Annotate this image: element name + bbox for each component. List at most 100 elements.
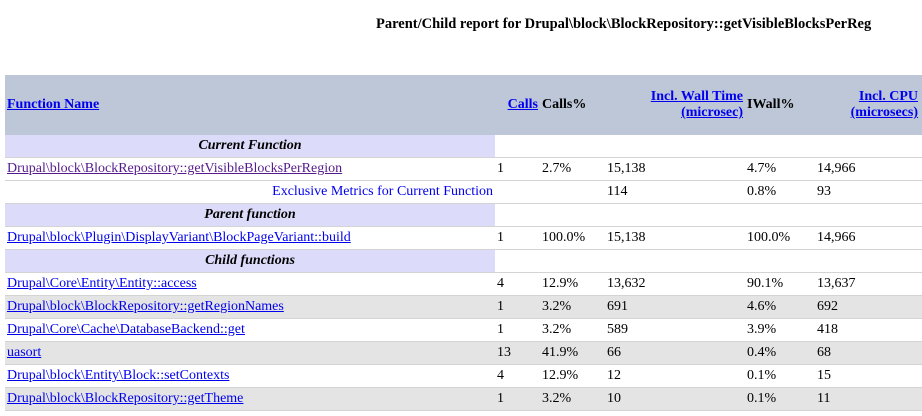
metric-cell: 100.0% xyxy=(540,226,605,250)
metric-value: 13,632 xyxy=(607,276,646,291)
function-cell: Drupal\block\BlockRepository::getRegionN… xyxy=(5,295,495,319)
empty-cell xyxy=(815,249,920,273)
empty-cell xyxy=(745,203,815,227)
metric-value: 13,637 xyxy=(817,276,856,291)
empty-cell xyxy=(815,135,920,158)
section-title: Current Function xyxy=(5,135,495,158)
empty-cell xyxy=(920,203,922,227)
function-cell: uasort xyxy=(5,341,495,365)
section-title: Parent function xyxy=(5,203,495,227)
empty-cell xyxy=(495,203,540,227)
metric-value: 2.7% xyxy=(542,161,572,176)
metric-value: 1 xyxy=(497,322,504,337)
empty-cell xyxy=(605,249,745,273)
sort-link[interactable]: (microsec) xyxy=(681,105,743,120)
metric-cell: 114 xyxy=(605,180,745,204)
empty-cell xyxy=(745,135,815,158)
sort-link[interactable]: Incl. Wall Time xyxy=(650,89,743,104)
metric-cell: 2.7% xyxy=(540,157,605,181)
metric-cell: 0.4% xyxy=(745,341,815,365)
metric-value: 1 xyxy=(497,391,504,406)
function-link[interactable]: Drupal\block\BlockRepository::getVisible… xyxy=(7,161,343,176)
empty-cell xyxy=(920,295,922,319)
metric-cell: 3.2% xyxy=(540,318,605,342)
metric-value: 0.4% xyxy=(747,345,777,360)
report-title: Parent/Child report for Drupal\block\Blo… xyxy=(376,16,872,32)
metric-cell: 692 xyxy=(815,295,920,319)
metric-cell: 3.2% xyxy=(540,387,605,411)
metric-value: 10 xyxy=(607,391,621,406)
metric-value: 1 xyxy=(497,299,504,314)
function-cell: Drupal\block\BlockRepository::getVisible… xyxy=(5,157,495,181)
metric-value: 1 xyxy=(497,161,504,176)
empty-cell xyxy=(920,157,922,181)
metric-value: 0.1% xyxy=(747,368,777,383)
function-link[interactable]: Drupal\block\Plugin\DisplayVariant\Block… xyxy=(7,230,351,245)
metric-cell: 4 xyxy=(495,272,540,296)
metric-cell: 0.1% xyxy=(745,387,815,411)
column-header: Calls% xyxy=(540,75,605,135)
column-label: Calls% xyxy=(542,97,587,112)
metric-value: 692 xyxy=(817,299,838,314)
metric-cell: 13,632 xyxy=(605,272,745,296)
metric-value: 418 xyxy=(817,322,838,337)
empty-cell xyxy=(745,249,815,273)
metric-value: 12.9% xyxy=(542,368,579,383)
empty-cell xyxy=(605,203,745,227)
metric-value: 4.7% xyxy=(747,161,777,176)
section-title: Child functions xyxy=(5,249,495,273)
column-header: Incl. CPU (microsecs) xyxy=(815,75,920,135)
metric-cell: 1 xyxy=(495,226,540,250)
metric-value: 11 xyxy=(817,391,831,406)
metric-value: 3.2% xyxy=(542,391,572,406)
function-link[interactable]: Drupal\Core\Entity\Entity::access xyxy=(7,276,197,291)
data-row: uasort 13 41.9% 66 0.4% 68 xyxy=(5,341,922,365)
report-table: Function Name Calls Calls% Incl. Wall Time(… xyxy=(5,75,922,411)
metric-cell: 93 xyxy=(815,180,920,204)
function-link[interactable]: uasort xyxy=(7,345,42,360)
metric-value: 15,138 xyxy=(607,230,646,245)
column-header: Calls xyxy=(495,75,540,135)
sort-link[interactable]: (microsecs) xyxy=(850,105,918,120)
function-link[interactable]: Drupal\block\BlockRepository::getRegionN… xyxy=(7,299,284,314)
metric-cell: 4.7% xyxy=(745,157,815,181)
metric-value: 1 xyxy=(497,230,504,245)
empty-cell xyxy=(920,180,922,204)
metric-value: 0.1% xyxy=(747,391,777,406)
metric-value: 589 xyxy=(607,322,628,337)
metric-value: 68 xyxy=(817,345,831,360)
metric-cell: 1 xyxy=(495,157,540,181)
empty-cell xyxy=(495,249,540,273)
metric-cell: 13,637 xyxy=(815,272,920,296)
sort-link[interactable]: Incl. CPU xyxy=(858,89,918,104)
sort-link[interactable]: Calls xyxy=(507,97,538,112)
data-row: Drupal\Core\Cache\DatabaseBackend::get 1 3… xyxy=(5,318,922,342)
data-row: Drupal\block\Entity\Block::setContexts 4 1… xyxy=(5,364,922,388)
metric-value: 3.2% xyxy=(542,322,572,337)
function-link[interactable]: Drupal\Core\Cache\DatabaseBackend::get xyxy=(7,322,245,337)
metric-cell: 12 xyxy=(605,364,745,388)
column-header: Function Name xyxy=(5,75,495,135)
empty-cell xyxy=(540,135,605,158)
metric-value: 4.6% xyxy=(747,299,777,314)
metric-cell: 14,966 xyxy=(815,226,920,250)
metric-value: 12.9% xyxy=(542,276,579,291)
data-row: Drupal\Core\Entity\Entity::access 4 12.9% 1… xyxy=(5,272,922,296)
metric-cell: 0.1% xyxy=(745,364,815,388)
metric-value: 100.0% xyxy=(542,230,586,245)
metric-cell: 12.9% xyxy=(540,364,605,388)
function-cell: Drupal\Core\Entity\Entity::access xyxy=(5,272,495,296)
metric-cell: 66 xyxy=(605,341,745,365)
data-row: Drupal\block\BlockRepository::getTheme 1 3… xyxy=(5,387,922,411)
metric-cell: 15 xyxy=(815,364,920,388)
empty-cell xyxy=(920,364,922,388)
metric-cell: 13 xyxy=(495,341,540,365)
function-link[interactable]: Drupal\block\BlockRepository::getTheme xyxy=(7,391,244,406)
metric-cell: 11 xyxy=(815,387,920,411)
sort-link[interactable]: Function Name xyxy=(7,97,100,112)
metric-cell: 68 xyxy=(815,341,920,365)
metric-value: 14,966 xyxy=(817,230,856,245)
function-link[interactable]: Drupal\block\Entity\Block::setContexts xyxy=(7,368,230,383)
empty-cell xyxy=(920,135,922,158)
metric-cell: 15,138 xyxy=(605,157,745,181)
